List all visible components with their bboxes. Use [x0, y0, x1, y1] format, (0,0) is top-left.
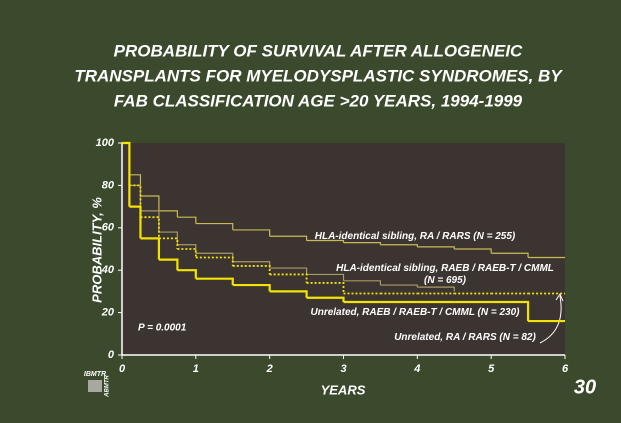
survival-curve: [195, 222, 234, 230]
logo-text: IBMTR: [84, 371, 106, 378]
survival-curve: [140, 195, 160, 211]
y-axis-label: PROBABILITY, %: [89, 197, 104, 303]
x-tick-label: 0: [119, 363, 126, 375]
survival-curve: [306, 273, 345, 281]
x-tick-label: 1: [193, 363, 199, 375]
x-tick-label: 4: [413, 363, 420, 375]
survival-curve: [454, 248, 492, 254]
survival-curve: [177, 244, 197, 254]
plot-area: [122, 143, 565, 355]
series-label: HLA-identical sibling, RA / RARS (N = 25…: [314, 231, 516, 242]
survival-curve: [306, 282, 345, 294]
x-tick-label: 2: [266, 363, 273, 375]
x-tick-label: 5: [488, 363, 495, 375]
y-tick-label: 100: [96, 137, 115, 149]
survival-curve: [232, 265, 271, 275]
series-label: HLA-identical sibling, RAEB / RAEB-T / C…: [336, 263, 554, 286]
arrow: [539, 295, 562, 344]
survival-curve: [380, 284, 418, 288]
survival-curve: [269, 235, 308, 241]
arrow-head: [555, 292, 564, 302]
survival-curve: [158, 210, 178, 218]
survival-curve: [417, 246, 455, 249]
slide-number: 30: [574, 376, 596, 398]
survival-curve: [343, 242, 382, 245]
survival-curve: [269, 290, 308, 298]
survival-curve: [158, 237, 179, 249]
survival-curve: [158, 258, 179, 271]
y-tick-label: 40: [101, 264, 115, 276]
chart-title: PROBABILITY OF SURVIVAL AFTER ALLOGENEIC: [114, 41, 523, 60]
logo-text: ABMTR: [105, 375, 111, 398]
survival-curve: [140, 216, 160, 239]
annotation: P = 0.0001: [138, 323, 187, 334]
y-tick-label: 20: [101, 307, 115, 319]
survival-curve: [195, 277, 234, 286]
survival-curve: [380, 244, 418, 247]
survival-curve: [491, 300, 530, 322]
survival-curve: [177, 248, 197, 258]
series-label: Unrelated, RAEB / RAEB-T / CMML (N = 230…: [310, 307, 520, 318]
survival-curve: [269, 273, 308, 283]
survival-curve: [306, 296, 345, 302]
x-tick-label: 6: [562, 363, 569, 375]
survival-curve: [195, 252, 234, 262]
x-axis-label: YEARS: [321, 382, 366, 397]
x-tick-label: 3: [340, 363, 346, 375]
survival-curve: [232, 229, 271, 237]
y-tick-label: 80: [102, 179, 115, 191]
survival-curve: [129, 184, 142, 218]
logo-grid: [88, 380, 102, 392]
survival-curve: [195, 256, 234, 266]
survival-curve: [232, 283, 271, 292]
survival-curve: [140, 210, 160, 233]
chart-title: FAB CLASSIFICATION AGE >20 YEARS, 1994-1…: [114, 91, 523, 110]
y-tick-label: 0: [108, 349, 115, 361]
series-label: Unrelated, RA / RARS (N = 82): [394, 332, 536, 343]
survival-curve: [177, 269, 197, 279]
survival-curve: [491, 252, 529, 258]
survival-curve: [306, 239, 345, 243]
chart-title: TRANSPLANTS FOR MYELODYSPLASTIC SYNDROME…: [74, 66, 563, 85]
survival-curve: [269, 267, 308, 275]
survival-curve: [177, 216, 197, 224]
survival-curve: [417, 286, 455, 292]
y-tick-label: 60: [102, 222, 115, 234]
survival-curve: [343, 280, 382, 286]
